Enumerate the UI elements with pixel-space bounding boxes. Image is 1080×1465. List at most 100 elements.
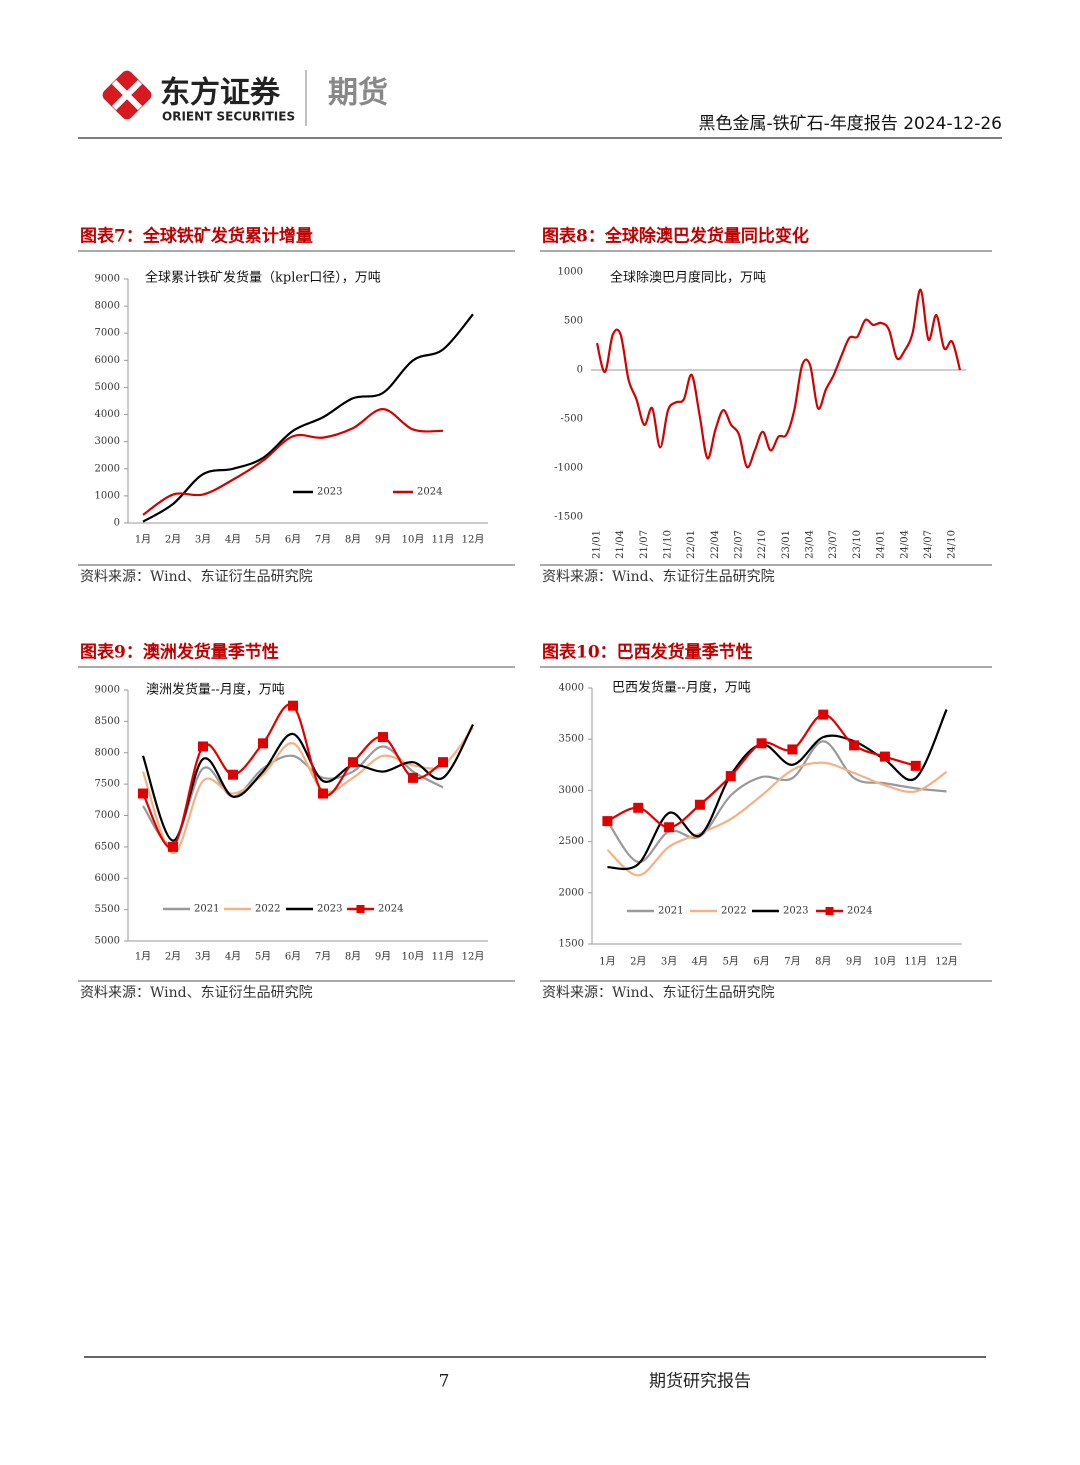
x-tick-label: 5月 <box>255 534 271 546</box>
footer-label: 期货研究报告 <box>649 1372 751 1392</box>
marker <box>438 757 448 768</box>
x-tick-label: 21/01 <box>592 530 603 559</box>
x-tick-label: 4月 <box>692 956 708 968</box>
x-tick-label: 22/07 <box>734 530 745 559</box>
x-tick-label: 7月 <box>315 534 331 546</box>
y-tick-label: -500 <box>561 414 583 425</box>
y-tick-label: 500 <box>564 316 583 327</box>
y-tick-label: 5000 <box>95 382 120 393</box>
x-tick-label: 3月 <box>195 951 211 963</box>
figure-caption: 图表7：全球铁矿发货累计增量 <box>80 226 313 247</box>
x-tick-label: 12月 <box>462 951 485 963</box>
x-tick-label: 6月 <box>285 534 301 546</box>
legend-label: 2023 <box>783 906 808 917</box>
logo <box>102 70 152 120</box>
page-number: 7 <box>439 1372 450 1392</box>
y-tick-label: 0 <box>114 518 120 529</box>
series-line <box>606 761 948 877</box>
figure-caption: 图表9：澳洲发货量季节性 <box>80 642 279 663</box>
marker <box>879 751 890 762</box>
y-tick-label: 4000 <box>95 409 120 420</box>
series-line <box>606 740 947 864</box>
x-tick-label: 24/01 <box>876 530 887 559</box>
x-tick-label: 23/07 <box>828 530 839 559</box>
source: 资料来源：Wind、东证衍生品研究院 <box>80 569 313 585</box>
y-tick-label: 9000 <box>95 685 120 696</box>
legend-label: 2024 <box>847 906 872 917</box>
y-tick-label: 1000 <box>95 490 120 501</box>
x-tick-label: 24/10 <box>947 530 958 559</box>
x-tick-label: 21/10 <box>663 530 674 559</box>
y-tick-label: 3500 <box>559 734 584 745</box>
series-line <box>142 408 444 516</box>
figure-caption: 图表8：全球除澳巴发货量同比变化 <box>542 226 809 247</box>
x-tick-label: 10月 <box>402 951 425 963</box>
y-tick-label: 7000 <box>95 328 120 339</box>
marker <box>725 771 736 782</box>
legend-label: 2023 <box>317 904 342 915</box>
x-tick-label: 11月 <box>432 534 455 546</box>
series-line <box>142 703 444 849</box>
x-tick-label: 23/01 <box>781 530 792 559</box>
source: 资料来源：Wind、东证衍生品研究院 <box>542 569 775 585</box>
y-tick-label: 2500 <box>559 836 584 847</box>
x-tick-label: 10月 <box>874 956 897 968</box>
y-tick-label: 6500 <box>95 841 120 852</box>
x-tick-label: 2月 <box>165 534 181 546</box>
report-title: 黑色金属-铁矿石-年度报告 2024-12-26 <box>699 114 1002 134</box>
legend-label: 2022 <box>721 906 746 917</box>
logo-cross <box>111 79 143 111</box>
marker <box>633 802 644 813</box>
y-tick-label: 3000 <box>559 785 584 796</box>
y-tick-label: 4000 <box>559 683 584 694</box>
series-line <box>141 726 474 855</box>
marker <box>168 841 178 852</box>
marker <box>288 700 298 711</box>
series-line <box>142 745 444 846</box>
x-tick-label: 5月 <box>255 951 271 963</box>
x-tick-label: 12月 <box>935 956 958 968</box>
x-tick-label: 6月 <box>285 951 301 963</box>
y-tick-label: 6000 <box>95 355 120 366</box>
x-tick-label: 1月 <box>135 534 151 546</box>
marker <box>756 738 767 749</box>
legend-label: 2021 <box>194 904 219 915</box>
x-tick-label: 8月 <box>345 534 361 546</box>
series-line <box>141 723 474 842</box>
source: 资料来源：Wind、东证衍生品研究院 <box>80 985 313 1001</box>
marker <box>258 738 268 749</box>
y-tick-label: 5500 <box>95 904 120 915</box>
marker <box>787 744 798 755</box>
y-tick-label: -1000 <box>554 463 583 474</box>
company: 东方证券 <box>160 76 281 111</box>
marker <box>228 769 238 780</box>
y-tick-label: 8000 <box>95 747 120 758</box>
legend-label: 2023 <box>317 487 342 498</box>
marker <box>602 816 613 827</box>
y-tick-label: 8500 <box>95 716 120 727</box>
marker <box>138 788 148 799</box>
x-tick-label: 5月 <box>723 956 739 968</box>
marker <box>408 772 418 783</box>
x-tick-label: 10月 <box>402 534 425 546</box>
x-tick-label: 22/04 <box>710 530 721 559</box>
company-en: ORIENT SECURITIES <box>162 110 295 124</box>
chart-title: 巴西发货量--月度，万吨 <box>612 680 751 696</box>
marker <box>348 757 358 768</box>
x-tick-label: 23/04 <box>805 530 816 559</box>
x-tick-label: 24/07 <box>923 530 934 559</box>
series-line <box>142 313 474 523</box>
y-tick-label: 0 <box>577 365 583 376</box>
y-tick-label: 3000 <box>95 436 120 447</box>
x-tick-label: 2月 <box>165 951 181 963</box>
legend-label: 2022 <box>255 904 280 915</box>
legend-label: 2024 <box>417 487 442 498</box>
marker <box>849 740 860 751</box>
y-tick-label: 9000 <box>95 274 120 285</box>
y-tick-label: 5000 <box>95 936 120 947</box>
x-tick-label: 7月 <box>784 956 800 968</box>
chart-title: 全球除澳巴月度同比，万吨 <box>610 270 766 286</box>
figure-caption: 图表10：巴西发货量季节性 <box>542 642 753 663</box>
marker <box>664 822 675 833</box>
marker <box>198 741 208 752</box>
